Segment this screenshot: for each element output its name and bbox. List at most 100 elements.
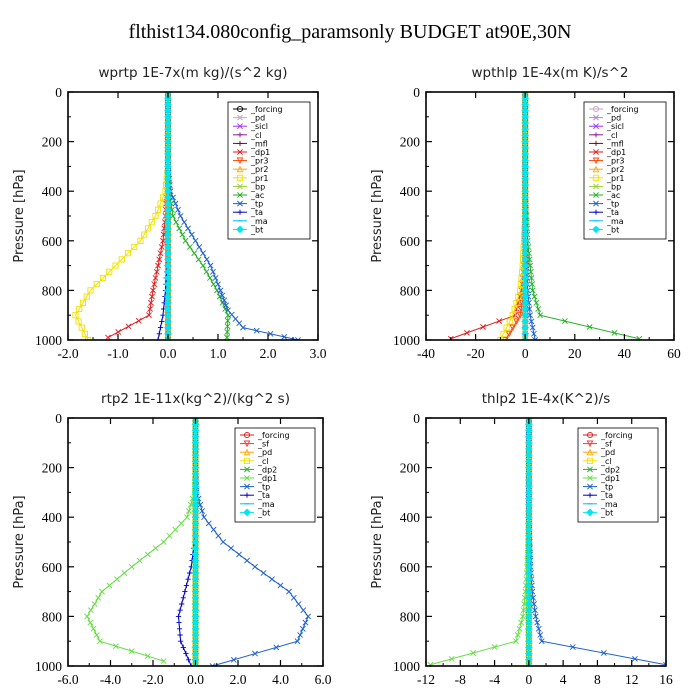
data-point	[511, 305, 518, 313]
data-point	[210, 268, 216, 275]
legend-label: _pd	[606, 114, 621, 123]
legend-label: _dp1	[250, 148, 270, 157]
data-point	[93, 281, 100, 288]
data-point	[78, 324, 85, 331]
data-point	[172, 526, 179, 533]
data-point	[199, 508, 206, 514]
y-tick-label: 400	[42, 184, 63, 199]
data-point	[152, 212, 159, 220]
y-tick-label: 600	[400, 560, 421, 575]
data-point	[201, 514, 207, 521]
legend-entry: _ta	[233, 208, 263, 217]
data-point	[181, 219, 188, 226]
legend: _forcing_sf_pd_cl_dp2_dp1_tp_ta_ma_bt	[577, 427, 659, 523]
legend-entry: _mfl	[233, 139, 268, 148]
data-point	[220, 539, 227, 545]
data-point	[448, 655, 455, 662]
legend-label: _bt	[600, 508, 613, 517]
data-point	[200, 262, 206, 269]
data-point	[160, 658, 167, 664]
data-point	[172, 200, 179, 207]
data-point	[521, 601, 528, 607]
series-ac	[165, 92, 231, 340]
legend-entry: _ta	[240, 491, 270, 500]
x-tick-label: 6.0	[315, 672, 332, 687]
data-point	[148, 299, 154, 306]
legend-entry: _sf	[240, 440, 269, 449]
data-point	[173, 219, 180, 226]
data-point	[252, 563, 258, 570]
legend-marker	[237, 132, 243, 138]
data-point	[531, 601, 537, 607]
series-line	[430, 418, 530, 666]
data-point	[185, 657, 192, 663]
data-point	[224, 317, 231, 324]
legend-entry: _pr2	[589, 165, 624, 174]
y-axis-label: Pressure [hPa]	[370, 169, 385, 262]
data-point	[186, 244, 193, 250]
data-point	[277, 582, 284, 589]
legend-label: _forcing	[250, 105, 283, 114]
y-tick-label: 200	[400, 461, 421, 476]
legend: _forcing_pd_sicl_cl_mfl_dp1_pr3_pr2_pr1_…	[583, 101, 667, 240]
legend-entry: _pr3	[233, 157, 268, 166]
legend-label: _dp2	[600, 465, 620, 474]
data-point	[244, 557, 250, 564]
data-point	[113, 576, 120, 583]
y-tick-label: 0	[55, 85, 62, 100]
legend-label: _pr2	[606, 165, 624, 174]
data-point	[537, 312, 543, 319]
data-point	[157, 200, 164, 207]
data-point	[207, 275, 213, 281]
y-tick-label: 1000	[393, 333, 420, 348]
data-point	[491, 644, 498, 651]
chart-panel-2: rtp2 1E-11x(kg^2)/(kg^2 s) Pressure [hPa]…	[12, 391, 332, 687]
legend-box	[583, 101, 667, 240]
data-point	[156, 256, 163, 263]
chart-panel-0: wprtp 1E-7x(m kg)/(s^2 kg) Pressure [hPa]…	[12, 65, 327, 361]
x-tick-label: 20	[568, 346, 582, 361]
data-point	[128, 563, 135, 570]
data-point	[151, 281, 158, 288]
legend-label: _ta	[606, 208, 619, 217]
data-point	[221, 297, 228, 304]
data-point	[90, 625, 97, 632]
data-point	[586, 324, 593, 330]
legend-entry: _tp	[589, 200, 619, 209]
y-tick-label: 800	[400, 283, 421, 298]
legend-entry: _pr1	[233, 174, 268, 183]
data-point	[159, 318, 165, 324]
legend-marker	[237, 123, 243, 130]
x-tick-label: 1.0	[210, 346, 227, 361]
legend-label: _ma	[257, 500, 275, 509]
series-line	[107, 92, 169, 338]
data-point	[532, 337, 539, 340]
x-tick-label: -2.0	[142, 672, 164, 687]
data-point	[183, 582, 190, 588]
data-point	[184, 514, 190, 521]
legend-label: _sicl	[606, 122, 624, 131]
legend-entry: _ma	[583, 500, 618, 509]
y-tick-label: 200	[400, 135, 421, 150]
x-tick-label: -40	[417, 346, 435, 361]
legend-label: _pd	[257, 448, 272, 457]
data-point	[196, 244, 203, 250]
legend-marker	[593, 183, 599, 190]
data-point	[180, 595, 186, 601]
data-point	[157, 325, 164, 331]
data-point	[203, 268, 210, 275]
legend-marker	[243, 508, 251, 517]
data-point	[112, 262, 119, 269]
chart-panel-3: thlp2 1E-4x(K^2)/s Pressure [hPa] -12 -8 -4 0…	[370, 391, 673, 687]
data-point	[170, 194, 176, 201]
data-point	[500, 330, 507, 337]
legend-entry: _forcing	[233, 105, 283, 114]
data-point	[179, 601, 185, 607]
legend-entry: _pr1	[589, 174, 624, 183]
legend-label: _bt	[606, 225, 619, 234]
series-layer	[447, 92, 643, 340]
legend-entry: _cl	[583, 457, 612, 466]
data-point	[192, 237, 199, 244]
chart-panels: wprtp 1E-7x(m kg)/(s^2 kg) Pressure [hPa]…	[12, 65, 681, 687]
data-point	[207, 262, 214, 269]
